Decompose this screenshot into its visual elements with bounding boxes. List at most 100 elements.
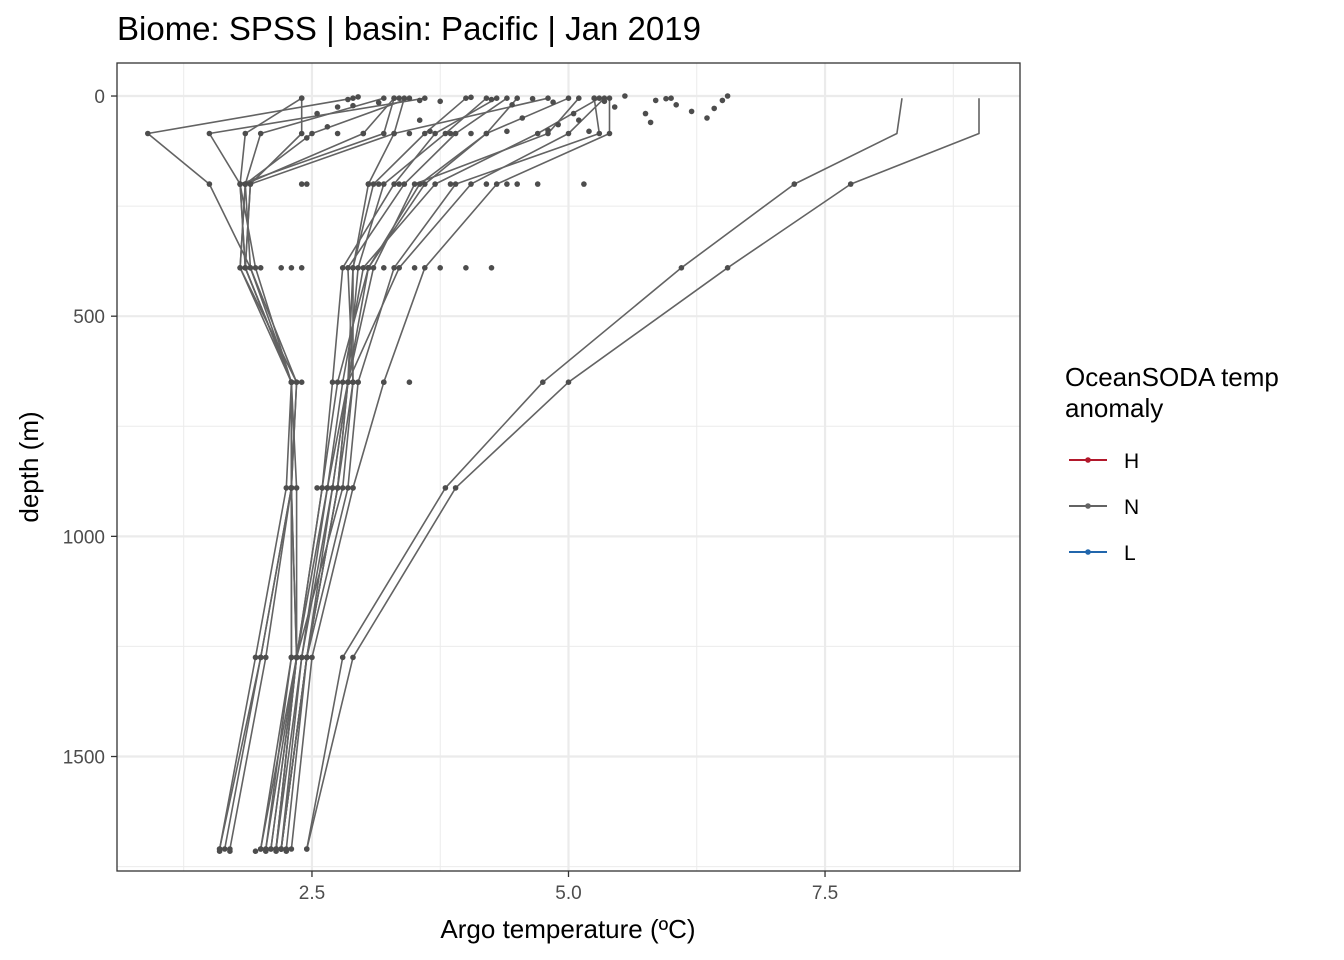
legend-label: L [1124,542,1136,565]
data-point [432,130,438,137]
profile-line-16 [275,97,600,850]
data-point [847,181,854,187]
data-point [263,654,269,661]
data-point [298,265,305,271]
data-point [668,95,674,101]
series-lines [147,97,980,850]
data-point [370,265,377,271]
data-point [288,846,295,852]
data-point [406,130,413,137]
data-point [565,130,572,137]
data-point [288,485,295,491]
data-point [437,98,444,105]
data-point [606,95,613,101]
data-point [237,265,243,271]
data-point [309,130,315,137]
data-point [711,105,717,112]
data-point [504,128,510,135]
profile-line-23 [306,98,980,850]
legend-items: HNL [1069,450,1139,565]
data-point [396,95,403,101]
data-point [350,102,356,109]
data-point [452,181,459,187]
data-point [514,95,520,101]
data-point [416,181,423,187]
data-point [345,96,351,103]
data-point [463,265,469,271]
data-point [298,654,305,661]
data-point [468,130,474,137]
data-point [534,181,541,187]
data-point [565,95,572,101]
data-point [365,181,372,187]
data-point [442,130,449,137]
data-point [288,654,295,661]
data-point [391,130,397,137]
data-point [406,95,413,101]
data-point [206,130,213,137]
profile-line-2 [218,97,385,850]
data-point [355,94,361,100]
data-point [719,97,726,104]
data-point [334,379,341,386]
data-point [442,485,449,491]
data-point [791,181,798,187]
legend-key-point [1085,457,1091,463]
data-point [350,379,356,386]
data-point [452,130,459,137]
profile-line-7 [239,97,303,850]
data-point [529,95,536,102]
data-point [411,181,418,187]
data-point [304,135,310,141]
data-point [586,128,592,135]
grid [117,63,1020,871]
data-point [257,265,264,271]
data-point [304,654,310,661]
data-point [652,97,659,104]
data-point [298,95,305,101]
y-axis: 0 500 1000 1500 [63,87,117,769]
data-point [622,93,628,99]
data-point [463,95,469,101]
data-point [263,848,269,854]
data-point [345,379,351,386]
data-point [273,848,279,854]
data-point [422,95,428,101]
profile-line-22 [306,98,903,850]
data-point [339,654,346,661]
data-point [611,104,618,110]
data-point [422,181,428,187]
x-tick-label: 7.5 [812,883,838,904]
data-point [375,99,382,106]
data-point [401,181,408,187]
data-point [288,379,295,386]
profile-line-17 [290,98,611,850]
data-point [278,265,285,271]
data-point [391,95,397,101]
data-point [647,119,654,126]
legend-title-line-1: OceanSODA temp [1065,362,1279,392]
data-point [350,485,356,491]
data-point [493,181,500,187]
data-point [247,181,254,187]
data-point [504,181,510,187]
data-point [596,130,603,137]
data-point [427,128,433,135]
data-point [483,130,490,137]
data-point [216,848,223,854]
profile-line-9 [244,97,406,850]
profile-line-20 [280,97,605,850]
data-point [534,130,541,137]
data-point [247,265,254,271]
data-point [422,130,428,137]
data-point [493,95,500,101]
legend-item-h: H [1069,450,1139,473]
data-point [550,99,556,105]
data-point [252,654,259,661]
profile-line-21 [275,97,498,850]
data-point [545,95,551,101]
legend-item-l: L [1069,542,1136,565]
data-point [145,130,151,137]
data-point [468,94,474,101]
